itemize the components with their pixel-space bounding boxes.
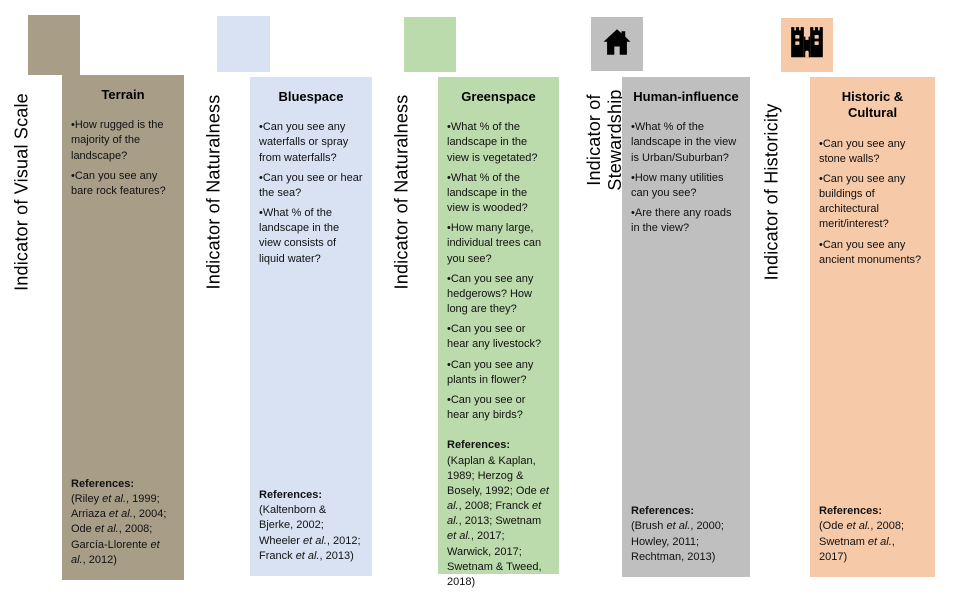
category-title: Human-influence xyxy=(633,89,739,104)
references-text: (Riley et al., 1999; Arriaza et al., 200… xyxy=(71,493,167,566)
category-swatch xyxy=(591,17,643,71)
category-swatch xyxy=(404,17,456,72)
question-item: What % of the landscape in the view cons… xyxy=(259,206,363,267)
references-text: (Ode et al., 2008; Swetnam et al., 2017) xyxy=(819,520,905,563)
indicator-axis-label: Indicator of Naturalness xyxy=(203,94,224,290)
question-item: What % of the landscape in the view is v… xyxy=(447,120,550,166)
question-item: Can you see any hedgerows? How long are … xyxy=(447,272,550,318)
references-block: References: (Riley et al., 1999; Arriaza … xyxy=(71,467,175,568)
question-item: What % of the landscape in the view is w… xyxy=(447,171,550,217)
question-list: Can you see any waterfalls or spray from… xyxy=(259,120,363,272)
indicator-axis-label: Indicator of Stewardship xyxy=(583,89,625,191)
question-item: How many large, individual trees can you… xyxy=(447,221,550,267)
references-block: References: (Kaplan & Kaplan, 1989; Herzo… xyxy=(447,428,550,590)
question-item: How rugged is the majority of the landsc… xyxy=(71,118,175,164)
category-swatch xyxy=(28,15,80,75)
category-card: Historic & Cultural Can you see any stone… xyxy=(810,77,935,577)
indicator-axis-label: Indicator of Naturalness xyxy=(391,94,412,290)
indicator-axis-label: Indicator of Historicity xyxy=(761,103,782,281)
references-label: References: xyxy=(259,489,322,502)
category-swatch xyxy=(781,18,833,72)
question-item: Can you see or hear the sea? xyxy=(259,171,363,201)
references-block: References: (Kaltenborn & Bjerke, 2002; W… xyxy=(259,478,363,564)
question-list: What % of the landscape in the view is v… xyxy=(447,120,550,428)
category-card: Human-influence What % of the landscape i… xyxy=(622,77,750,577)
category-title: Terrain xyxy=(101,87,145,102)
category-card: Terrain How rugged is the majority of the… xyxy=(62,75,184,580)
indicator-axis-label: Indicator of Visual Scale xyxy=(11,93,32,291)
question-item: Can you see any ancient monuments? xyxy=(819,238,926,268)
references-label: References: xyxy=(447,439,510,452)
question-item: Can you see any stone walls? xyxy=(819,137,926,167)
question-item: Can you see or hear any birds? xyxy=(447,393,550,423)
references-text: (Kaplan & Kaplan, 1989; Herzog & Bosely,… xyxy=(447,454,549,588)
category-title: Historic & Cultural xyxy=(841,89,904,121)
question-item: Can you see any plants in flower? xyxy=(447,358,550,388)
category-card: Bluespace Can you see any waterfalls or s… xyxy=(250,77,372,576)
question-item: What % of the landscape in the view is U… xyxy=(631,120,741,166)
home-icon xyxy=(600,25,634,64)
question-item: Can you see any waterfalls or spray from… xyxy=(259,120,363,166)
references-text: (Kaltenborn & Bjerke, 2002; Wheeler et a… xyxy=(259,504,361,562)
question-list: Can you see any stone walls? Can you see … xyxy=(819,137,926,273)
references-label: References: xyxy=(71,477,134,490)
question-item: Can you see any buildings of architectur… xyxy=(819,172,926,233)
references-label: References: xyxy=(631,505,694,518)
category-title: Greenspace xyxy=(461,89,536,104)
castle-icon xyxy=(787,24,827,67)
references-block: References: (Ode et al., 2008; Swetnam et… xyxy=(819,494,926,565)
category-swatch xyxy=(217,16,270,72)
references-text: (Brush et al., 2000; Howley, 2011; Recht… xyxy=(631,520,724,563)
question-item: Are there any roads in the view? xyxy=(631,206,741,236)
question-item: How many utilities can you see? xyxy=(631,171,741,201)
question-list: How rugged is the majority of the landsc… xyxy=(71,118,175,204)
question-list: What % of the landscape in the view is U… xyxy=(631,120,741,241)
references-block: References: (Brush et al., 2000; Howley, … xyxy=(631,494,741,565)
category-card: Greenspace What % of the landscape in the… xyxy=(438,77,559,588)
category-title: Bluespace xyxy=(278,89,344,104)
question-item: Can you see any bare rock features? xyxy=(71,169,175,199)
references-label: References: xyxy=(819,505,882,518)
question-item: Can you see or hear any livestock? xyxy=(447,322,550,352)
